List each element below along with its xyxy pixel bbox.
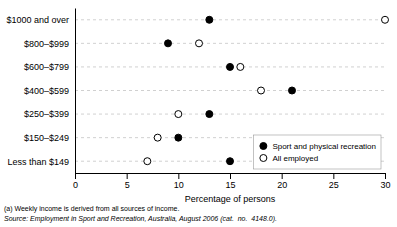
x-tick-mark [385,173,386,179]
point [196,40,203,47]
y-tick: Less than $149 [7,157,75,167]
y-tick-label: Less than $149 [7,157,69,167]
x-tick: 5 [125,173,130,190]
x-tick-mark [127,173,128,179]
x-tick: 15 [225,173,235,190]
x-tick-label: 20 [277,180,287,190]
y-axis: $1000 and over $800–$999 $600–$799 $400–$59… [6,9,75,174]
point [258,87,265,94]
point [227,63,234,70]
point [382,16,389,23]
legend-swatch [260,155,267,162]
y-tick: $600–$799 [24,62,75,72]
y-tick-label: $600–$799 [24,62,69,72]
x-tick-mark [230,173,231,179]
point [175,134,182,141]
y-tick: $250–$399 [24,109,75,119]
y-tick-label: $150–$249 [24,133,69,143]
point [206,16,213,23]
point [165,40,172,47]
x-tick-label: 5 [125,180,130,190]
point [144,158,151,165]
y-tick-label: $800–$999 [24,39,69,49]
x-tick-label: 25 [329,180,339,190]
grid-line [75,19,385,20]
x-tick-mark [178,173,179,179]
legend-label: All employed [272,154,318,163]
x-axis-title: Percentage of persons [185,194,276,204]
x-tick-mark [333,173,334,179]
x-tick-mark [282,173,283,179]
x-tick-mark [75,173,76,179]
y-tick: $800–$999 [24,39,75,49]
point [237,63,244,70]
point [154,134,161,141]
point [175,111,182,118]
grid-line [75,43,385,44]
legend: Sport and physical recreation All employe… [253,135,381,169]
grid-line [75,90,385,91]
point [227,158,234,165]
point [289,87,296,94]
x-tick-label: 30 [380,180,390,190]
footnote: (a) Weekly income is derived from all so… [4,205,179,213]
point [206,111,213,118]
x-tick: 30 [380,173,390,190]
grid-line [75,114,385,115]
y-tick-label: $1000 and over [6,15,69,25]
legend-label: Sport and physical recreation [272,142,376,151]
x-tick: 10 [174,173,184,190]
x-tick-label: 15 [225,180,235,190]
x-tick: 25 [329,173,339,190]
legend-box [253,135,381,169]
x-tick: 0 [73,173,78,190]
y-tick: $150–$249 [24,133,75,143]
legend-swatch [260,143,267,150]
y-tick: $1000 and over [6,15,75,25]
x-tick-label: 10 [174,180,184,190]
y-axis-line [75,9,76,174]
y-tick-label: $400–$599 [24,86,69,96]
chart: 0 5 10 15 20 25 30 $1000 and over $800–$999 $600–… [0,0,397,227]
x-tick: 20 [277,173,287,190]
y-tick: $400–$599 [24,86,75,96]
x-axis-line [76,174,386,180]
x-axis: 0 5 10 15 20 25 30 [73,173,391,190]
y-tick-label: $250–$399 [24,109,69,119]
footnote: Source: Employment in Sport and Recreati… [4,215,277,223]
x-tick-label: 0 [73,180,78,190]
